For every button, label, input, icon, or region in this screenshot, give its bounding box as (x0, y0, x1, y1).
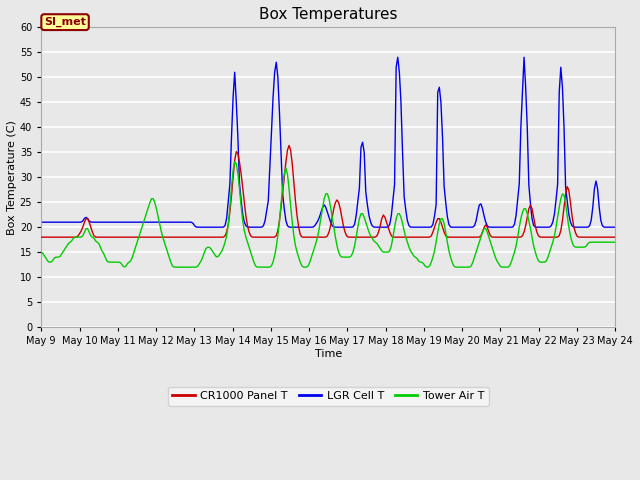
Y-axis label: Box Temperature (C): Box Temperature (C) (7, 120, 17, 235)
X-axis label: Time: Time (315, 349, 342, 359)
Title: Box Temperatures: Box Temperatures (259, 7, 397, 22)
Legend: CR1000 Panel T, LGR Cell T, Tower Air T: CR1000 Panel T, LGR Cell T, Tower Air T (168, 386, 488, 406)
Text: SI_met: SI_met (44, 17, 86, 27)
